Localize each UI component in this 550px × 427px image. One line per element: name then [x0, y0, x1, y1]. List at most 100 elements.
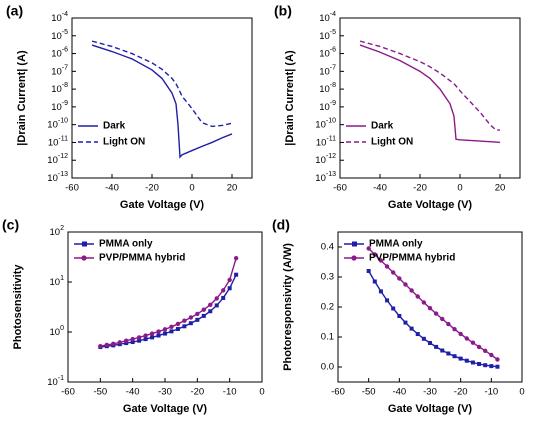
marker [143, 333, 148, 338]
y-tick-label: 10-1 [47, 375, 64, 388]
x-tick-label: 20 [495, 183, 506, 194]
x-tick-label: 20 [227, 183, 238, 194]
marker [495, 357, 500, 362]
series-line [100, 257, 237, 347]
legend-label: Light ON [103, 137, 145, 148]
legend-marker [81, 255, 87, 261]
marker [137, 338, 142, 343]
marker [98, 343, 103, 349]
x-tick-label: -40 [105, 183, 119, 194]
y-tick-label: 10-4 [319, 11, 336, 24]
x-tick-label: -40 [126, 387, 140, 398]
y-tick-label: 0.4 [321, 242, 334, 253]
marker [458, 331, 463, 337]
marker [470, 360, 475, 365]
marker [440, 316, 445, 322]
marker [470, 340, 476, 345]
marker [397, 276, 402, 281]
marker [214, 296, 219, 301]
y-tick-label: 0.3 [321, 272, 334, 283]
marker [415, 332, 420, 336]
marker [233, 255, 239, 261]
marker [149, 331, 155, 336]
marker [391, 270, 396, 275]
legend-label: Dark [371, 121, 394, 132]
y-tick-label: 10-8 [319, 82, 336, 95]
marker [483, 363, 488, 368]
x-tick-label: -30 [423, 387, 437, 398]
x-tick-label: 0 [259, 387, 264, 398]
x-tick-label: -50 [93, 387, 107, 398]
marker [208, 309, 213, 314]
x-axis-title: Gate Voltage (V) [388, 199, 472, 211]
marker [372, 252, 377, 257]
series-line [368, 247, 498, 361]
marker [163, 331, 167, 336]
marker [421, 336, 426, 341]
y-tick-label: 102 [50, 225, 65, 238]
marker [378, 289, 383, 294]
marker [477, 362, 482, 366]
y-tick-label: 10-13 [47, 171, 68, 184]
y-tick-label: 10-13 [315, 171, 336, 184]
marker [234, 272, 239, 277]
x-tick-label: -60 [331, 387, 345, 398]
marker [433, 311, 439, 316]
x-tick-label: -30 [158, 387, 172, 398]
marker [428, 341, 432, 345]
marker [385, 298, 390, 303]
x-tick-label: -50 [362, 387, 376, 398]
marker [415, 294, 420, 299]
marker [214, 303, 219, 308]
marker [130, 336, 135, 342]
marker [169, 324, 174, 330]
panel-label: (a) [6, 3, 23, 19]
marker [104, 342, 110, 348]
y-tick-label: 10-5 [319, 29, 336, 42]
marker [188, 321, 193, 326]
marker [366, 269, 371, 273]
x-tick-label: -10 [484, 387, 498, 398]
marker [434, 344, 439, 349]
marker [476, 344, 482, 350]
legend-label: Dark [103, 121, 126, 132]
marker [169, 329, 174, 334]
y-axis-title: |Drain Current| (A) [284, 50, 296, 146]
marker [397, 314, 402, 318]
marker [446, 321, 451, 327]
marker [440, 348, 445, 353]
marker [446, 351, 451, 356]
series-line [91, 40, 233, 128]
marker [117, 340, 122, 345]
marker [221, 288, 226, 293]
y-tick-label: 10-10 [315, 118, 336, 131]
marker [156, 333, 161, 338]
x-tick-label: -20 [145, 183, 159, 194]
marker [464, 358, 469, 363]
marker [483, 348, 488, 353]
marker [409, 288, 414, 293]
x-axis-title: Gate Voltage (V) [388, 403, 472, 415]
x-tick-label: -20 [413, 183, 427, 194]
marker [403, 282, 408, 287]
marker [111, 341, 116, 347]
legend-label: Light ON [371, 137, 413, 148]
series-line [359, 44, 501, 144]
legend-marker [352, 241, 357, 247]
y-tick-label: 10-6 [51, 46, 68, 59]
marker [201, 313, 206, 318]
x-tick-label: 0 [189, 183, 194, 194]
y-tick-label: 0.1 [321, 332, 334, 343]
marker [427, 306, 433, 311]
plot-frame [339, 17, 521, 179]
x-tick-label: -20 [454, 387, 468, 398]
x-tick-label: -60 [333, 183, 347, 194]
marker [458, 356, 463, 361]
legend-label: PMMA only [99, 239, 153, 250]
panel-label: (c) [2, 217, 19, 233]
y-axis-title: |Drain Current| (A) [16, 50, 28, 146]
marker [495, 364, 500, 369]
marker [188, 315, 194, 320]
series-line [91, 44, 233, 159]
